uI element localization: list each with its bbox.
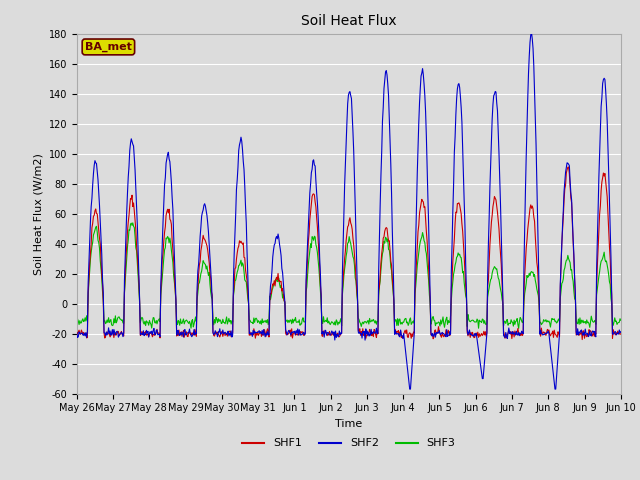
SHF2 xyxy=(431,334,439,340)
SHF2 xyxy=(73,330,81,336)
SHF3 xyxy=(515,325,522,331)
Line: SHF3: SHF3 xyxy=(77,223,621,328)
SHF1 xyxy=(194,285,202,290)
SHF3 xyxy=(195,281,202,287)
SHF2 xyxy=(617,329,625,335)
SHF2 xyxy=(139,332,147,337)
SHF3 xyxy=(83,313,90,319)
SHF2 xyxy=(406,386,413,392)
SHF1 xyxy=(617,331,625,336)
Line: SHF1: SHF1 xyxy=(77,167,621,339)
SHF3 xyxy=(431,323,439,328)
Y-axis label: Soil Heat Flux (W/m2): Soil Heat Flux (W/m2) xyxy=(33,153,43,275)
SHF3 xyxy=(416,243,424,249)
SHF3 xyxy=(129,220,136,226)
Text: BA_met: BA_met xyxy=(85,42,132,52)
SHF2 xyxy=(223,332,230,337)
SHF3 xyxy=(223,321,231,327)
SHF2 xyxy=(528,30,536,36)
SHF3 xyxy=(140,320,147,325)
X-axis label: Time: Time xyxy=(335,419,362,429)
SHF1 xyxy=(415,222,422,228)
Line: SHF2: SHF2 xyxy=(77,33,621,389)
SHF1 xyxy=(83,335,90,341)
SHF1 xyxy=(564,164,572,170)
SHF1 xyxy=(139,330,147,336)
SHF3 xyxy=(617,317,625,323)
SHF1 xyxy=(579,336,586,342)
SHF3 xyxy=(73,317,81,323)
SHF2 xyxy=(416,99,424,105)
SHF1 xyxy=(223,331,230,336)
Legend: SHF1, SHF2, SHF3: SHF1, SHF2, SHF3 xyxy=(237,434,460,453)
SHF1 xyxy=(73,330,81,336)
SHF2 xyxy=(194,268,202,274)
SHF1 xyxy=(431,328,438,334)
SHF2 xyxy=(83,335,90,340)
Title: Soil Heat Flux: Soil Heat Flux xyxy=(301,14,397,28)
